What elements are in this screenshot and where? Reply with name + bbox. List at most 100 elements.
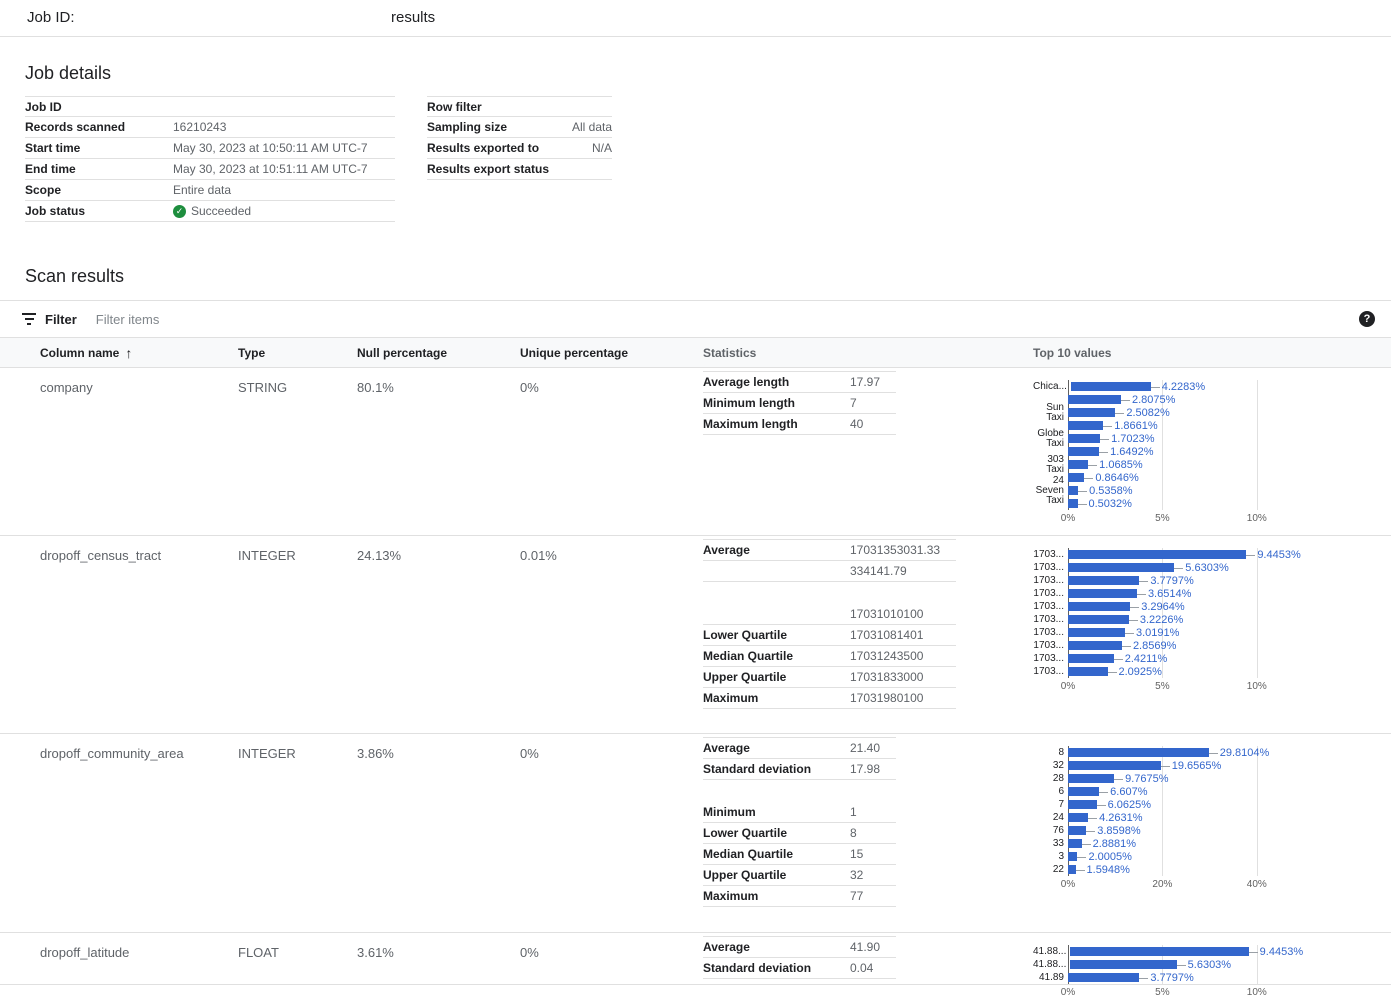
bar-value-label: 6.0625% [1097, 799, 1151, 811]
statistic-row: Median Quartile 17031243500 [703, 645, 957, 667]
chart-bar-row: 0.5032% [1033, 497, 1333, 510]
statistic-row: Average 41.90 [703, 936, 897, 958]
chart-bar-area: 4.2631% [1068, 811, 1333, 824]
statistic-label: Upper Quartile [703, 666, 850, 688]
chart-gridline [1256, 746, 1258, 876]
bar [1068, 852, 1078, 861]
job-id-label: Job ID: [27, 9, 75, 26]
statistic-label: Maximum length [703, 413, 850, 435]
table-header-row: Column name ↑ Type Null percentage Uniqu… [0, 337, 1391, 368]
bar [1070, 382, 1151, 391]
chart-bar-area: 3.8598% [1068, 824, 1333, 837]
chart-bar-row: 1703... 3.6514% [1033, 587, 1333, 600]
job-detail-label: Results export status [427, 162, 550, 176]
filter-bar: Filter ? [0, 301, 1391, 337]
top-10-values-cell: Chica... 4.2283% 2.8075% Sun Taxi 2.5082% 1.8… [1033, 368, 1391, 525]
chart-bar-label: Chica... [1033, 380, 1067, 392]
chart-bar-row: 1703... 3.7797% [1033, 574, 1333, 587]
statistics-cell: Average 17031353031.33 334141.79 1703101010… [703, 536, 1033, 709]
statistic-value: 17031980100 [850, 687, 957, 709]
chart-bar-area: 1.6492% [1068, 445, 1333, 458]
statistic-value: 77 [850, 885, 897, 907]
bar [1068, 563, 1175, 572]
chart-bar-area: 1.5948% [1068, 863, 1333, 876]
bar-value-label: 2.4211% [1114, 653, 1168, 665]
statistic-value: 17031243500 [850, 645, 957, 667]
chart-bar-row: 1703... 3.2226% [1033, 613, 1333, 626]
bar [1070, 947, 1249, 956]
bar-value-label: 2.0925% [1108, 666, 1162, 678]
chart-bar-label: Globe Taxi [1037, 427, 1064, 449]
bar-value-label: 1.0685% [1088, 459, 1142, 471]
chart-bar-label: 1703... [1033, 639, 1064, 651]
column-header-type[interactable]: Type [238, 345, 266, 360]
column-header-column-name[interactable]: Column name ↑ [0, 345, 238, 361]
bar [1068, 434, 1101, 443]
statistic-value [850, 582, 956, 604]
statistic-label: Average [703, 539, 850, 561]
statistic-value: 17031081401 [850, 624, 957, 646]
bar [1068, 748, 1209, 757]
chart-bar-row: 1703... 3.2964% [1033, 600, 1333, 613]
axis-tick-label: 20% [1152, 879, 1173, 890]
chart-bar-label: 3 [1058, 850, 1064, 862]
statistic-value: 17.98 [850, 758, 897, 780]
chart-bar-label: 1703... [1033, 626, 1064, 638]
statistic-row: Upper Quartile 17031833000 [703, 666, 957, 688]
statistic-value: 334141.79 [850, 560, 957, 582]
chart-bar-row: 32 19.6565% [1033, 759, 1333, 772]
column-name-cell: dropoff_community_area [40, 746, 184, 761]
bar-value-label: 3.2226% [1129, 614, 1183, 626]
statistics-table: Average 41.90 Standard deviation 0.04 [703, 936, 897, 979]
statistics-cell: Average length 17.97 Minimum length 7 Maximu… [703, 368, 1033, 435]
job-detail-label: Start time [25, 141, 81, 155]
column-header-null-percentage[interactable]: Null percentage [357, 345, 448, 360]
chart-bar-label: 1703... [1033, 652, 1064, 664]
statistic-row: Maximum 17031980100 [703, 687, 957, 709]
statistic-label [703, 582, 850, 604]
column-header-unique-percentage[interactable]: Unique percentage [520, 345, 629, 360]
chart-gridline [1256, 548, 1258, 678]
chart-bar-area: 0.5032% [1068, 497, 1333, 510]
top-10-values-cell: 8 29.8104% 32 19.6565% 28 9.7675% 6 6.607% 7 6.06… [1033, 734, 1391, 891]
chart-bar-label: 1703... [1033, 665, 1064, 677]
chart-x-axis: 0% 20% 40% [1061, 876, 1333, 891]
chart-bar-area: 2.8881% [1068, 837, 1333, 850]
chart-bar-area: 3.7797% [1068, 574, 1333, 587]
job-status-text: Succeeded [191, 204, 252, 218]
job-details-right-table: Row filter Sampling size All data Results e… [427, 96, 612, 180]
bar [1068, 641, 1122, 650]
statistic-label: Minimum [703, 801, 850, 823]
bar-value-label: 5.6303% [1177, 959, 1231, 971]
job-detail-value: 16210243 [173, 120, 227, 134]
statistic-label: Maximum [703, 687, 850, 709]
statistic-row: Minimum length 7 [703, 392, 897, 414]
job-detail-value: May 30, 2023 at 10:50:11 AM UTC-7 [173, 141, 368, 155]
top-values-bar-chart: 41.88... 9.4453% 41.88... 5.6303% 41.89 3.779… [1033, 945, 1333, 996]
chart-bar-row: Globe Taxi 1.7023% [1033, 428, 1333, 448]
chart-bar-area: 2.8075% [1068, 393, 1333, 406]
bar-value-label: 9.7675% [1114, 773, 1168, 785]
help-icon[interactable]: ? [1359, 311, 1375, 327]
chart-bar-label: 24 Seven Taxi [1035, 474, 1064, 506]
job-detail-value: All data [571, 120, 612, 134]
null-percentage-cell: 24.13% [357, 548, 402, 563]
chart-bar-row: Chica... 4.2283% [1033, 380, 1333, 393]
statistic-row: Average length 17.97 [703, 371, 897, 393]
job-detail-label: Job status [25, 204, 86, 218]
chart-gridline [1162, 548, 1164, 678]
bar [1068, 499, 1078, 508]
job-detail-row: Records scanned 16210243 [25, 117, 395, 138]
bar-value-label: 4.2631% [1088, 812, 1142, 824]
filter-items-input[interactable] [93, 310, 1391, 328]
chart-bar-row: 1703... 2.8569% [1033, 639, 1333, 652]
job-detail-row: Scope Entire data [25, 180, 395, 201]
chart-x-axis: 0% 5% 10% [1061, 510, 1333, 525]
statistic-row: Maximum length 40 [703, 413, 897, 435]
bar-value-label: 29.8104% [1209, 747, 1270, 759]
check-circle-icon: ✓ [173, 204, 186, 218]
statistics-cell: Average 41.90 Standard deviation 0.04 [703, 933, 1033, 979]
filter-button[interactable]: Filter [22, 312, 77, 327]
chart-bar-row: 0.8646% [1033, 471, 1333, 484]
job-detail-label: Job ID [25, 99, 62, 114]
